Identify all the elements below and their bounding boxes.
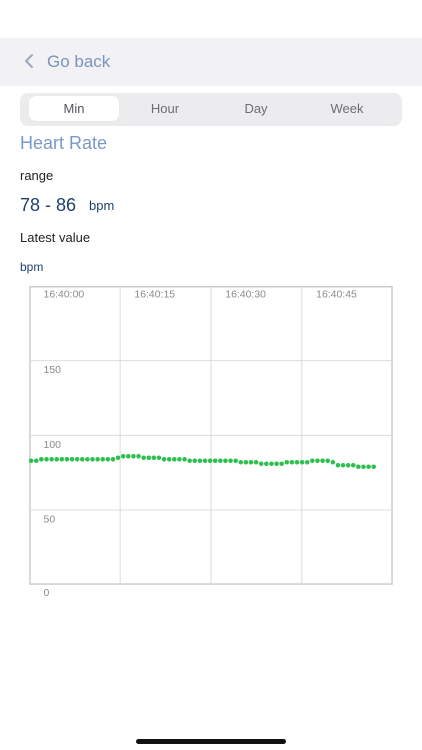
data-point xyxy=(218,458,223,464)
data-point xyxy=(371,464,376,470)
data-point xyxy=(161,457,167,462)
data-point xyxy=(166,457,172,462)
data-point xyxy=(304,459,310,465)
y-tick-label: 150 xyxy=(44,365,62,376)
range-value: 78 - 86 xyxy=(20,195,77,215)
data-point xyxy=(39,457,44,462)
data-point xyxy=(361,464,366,470)
data-point xyxy=(269,461,274,467)
data-point xyxy=(182,457,187,462)
y-tick-label: 50 xyxy=(44,514,56,525)
x-tick-label: 16:40:45 xyxy=(316,289,357,300)
data-point xyxy=(80,457,85,462)
data-point xyxy=(126,454,131,459)
data-point xyxy=(315,458,320,464)
data-point xyxy=(299,459,305,465)
back-button[interactable]: Go back xyxy=(47,52,111,71)
data-point xyxy=(197,458,203,464)
data-point xyxy=(228,458,233,464)
data-point xyxy=(274,461,279,467)
data-point xyxy=(340,462,346,468)
data-point xyxy=(146,455,152,461)
data-point xyxy=(100,457,106,462)
data-point xyxy=(264,461,269,467)
data-point xyxy=(330,459,336,465)
chevron-left-icon[interactable] xyxy=(22,52,36,70)
data-point xyxy=(54,457,60,462)
data-point xyxy=(366,464,371,470)
latest-value-label: Latest value xyxy=(20,230,91,245)
data-point xyxy=(131,454,136,459)
data-point xyxy=(177,457,182,462)
x-tick-label: 16:40:30 xyxy=(225,289,266,300)
home-indicator xyxy=(136,739,286,744)
data-point xyxy=(233,458,238,464)
data-point xyxy=(49,457,54,462)
data-point xyxy=(187,458,192,464)
segment-hour[interactable]: Hour xyxy=(150,101,180,116)
y-tick-label: 0 xyxy=(44,588,50,599)
data-point xyxy=(59,457,65,462)
data-point xyxy=(69,457,75,462)
data-point xyxy=(207,458,213,464)
data-point xyxy=(320,458,325,464)
data-point xyxy=(156,455,162,461)
data-point xyxy=(172,457,177,462)
data-point xyxy=(85,457,90,462)
data-point xyxy=(212,458,218,464)
data-point xyxy=(28,458,34,464)
data-point xyxy=(115,455,121,461)
data-point xyxy=(136,454,141,459)
data-point xyxy=(279,461,284,467)
data-point xyxy=(253,459,259,465)
data-point xyxy=(325,458,330,464)
y-tick-label: 100 xyxy=(44,440,62,451)
data-point xyxy=(289,459,295,465)
data-point xyxy=(33,458,39,464)
data-point xyxy=(110,457,116,462)
heart-rate-chart: 16:40:00 16:40:15 16:40:30 16:40:45 0 50 100 15… xyxy=(28,286,393,599)
data-point xyxy=(151,455,157,461)
data-point xyxy=(141,455,146,461)
data-point xyxy=(335,462,341,468)
nav-bar: Go back xyxy=(0,38,422,86)
data-point xyxy=(258,461,264,467)
range-label: range xyxy=(20,168,54,183)
data-point xyxy=(44,457,49,462)
time-range-segmented-control: Min Hour Day Week xyxy=(20,93,402,126)
data-point xyxy=(310,458,315,464)
segment-min[interactable]: Min xyxy=(29,96,119,121)
chart-unit-label: bpm xyxy=(20,260,44,274)
data-point xyxy=(192,458,198,464)
data-point xyxy=(294,459,300,465)
data-point xyxy=(238,459,244,465)
segment-day[interactable]: Day xyxy=(244,101,268,116)
data-point xyxy=(243,459,249,465)
data-point xyxy=(64,457,70,462)
data-point xyxy=(105,457,111,462)
data-point xyxy=(248,459,254,465)
x-tick-label: 16:40:15 xyxy=(134,289,175,300)
data-point xyxy=(90,457,95,462)
data-point xyxy=(202,458,208,464)
data-point xyxy=(95,457,100,462)
data-point xyxy=(356,464,361,470)
page-title: Heart Rate xyxy=(20,133,108,153)
data-point xyxy=(284,459,290,465)
data-point xyxy=(120,454,126,459)
range-unit: bpm xyxy=(89,198,115,213)
x-tick-label: 16:40:00 xyxy=(44,289,85,300)
segment-week[interactable]: Week xyxy=(330,101,364,116)
data-point xyxy=(345,462,351,468)
data-point xyxy=(350,462,356,468)
data-point xyxy=(74,457,80,462)
data-point xyxy=(223,458,228,464)
